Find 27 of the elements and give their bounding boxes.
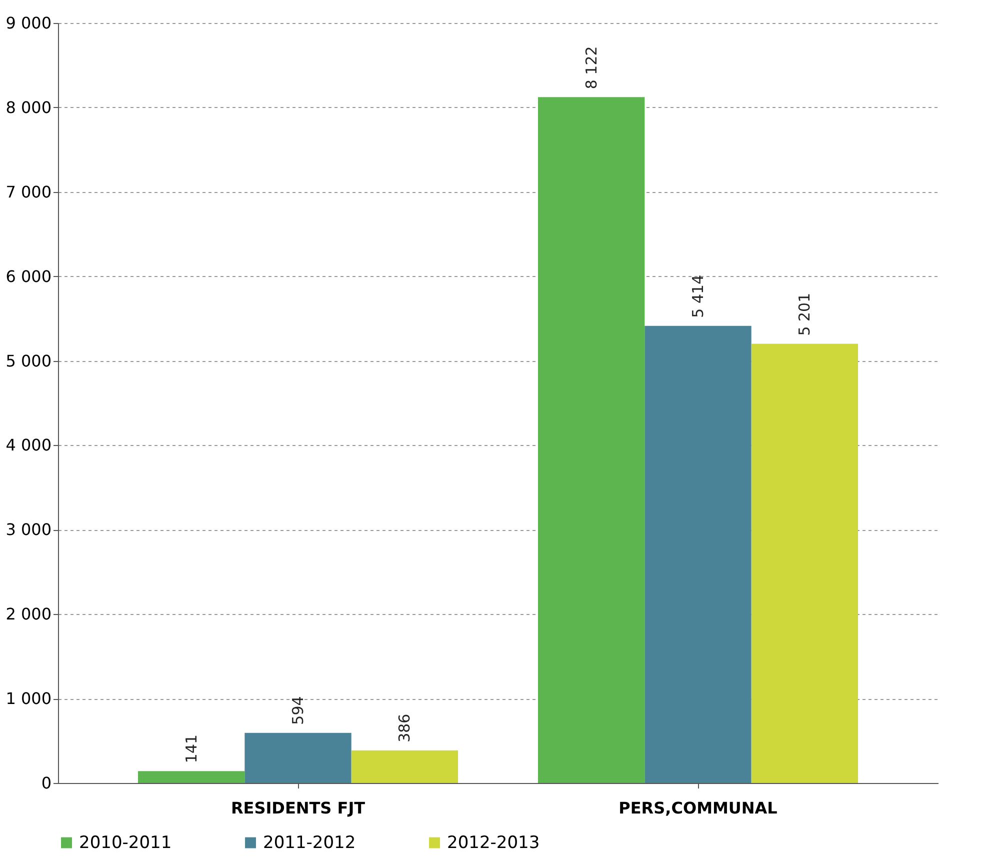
data-label: 5 414 (689, 274, 707, 318)
legend-label: 2010-2011 (79, 832, 172, 853)
y-tick-label: 6 000 (6, 266, 52, 286)
legend-label: 2011-2012 (263, 832, 356, 853)
bar (538, 97, 645, 783)
y-tick-label: 3 000 (6, 520, 52, 540)
data-label: 5 201 (796, 292, 814, 336)
bar (644, 326, 752, 783)
y-tick-label: 8 000 (6, 98, 52, 117)
data-label: 8 122 (582, 46, 600, 90)
data-label: 141 (182, 734, 200, 764)
y-tick-label: 5 000 (6, 351, 52, 370)
y-tick-label: 7 000 (6, 182, 52, 202)
data-label: 594 (289, 696, 307, 725)
y-tick-label: 0 (41, 774, 52, 792)
y-tick-label: 2 000 (6, 604, 52, 624)
y-tick-label: 4 000 (6, 436, 52, 455)
bar (751, 344, 858, 783)
legend-label: 2012-2013 (447, 832, 540, 853)
bar (138, 771, 245, 783)
bar (351, 750, 458, 783)
y-tick-label: 1 000 (6, 689, 52, 708)
x-tick-label: RESIDENTS FJT (230, 798, 366, 818)
data-label: 386 (396, 714, 414, 742)
bar (244, 732, 352, 783)
y-tick-label: 9 000 (6, 14, 52, 32)
x-tick-label: PERS,COMMUNAL (618, 798, 778, 818)
